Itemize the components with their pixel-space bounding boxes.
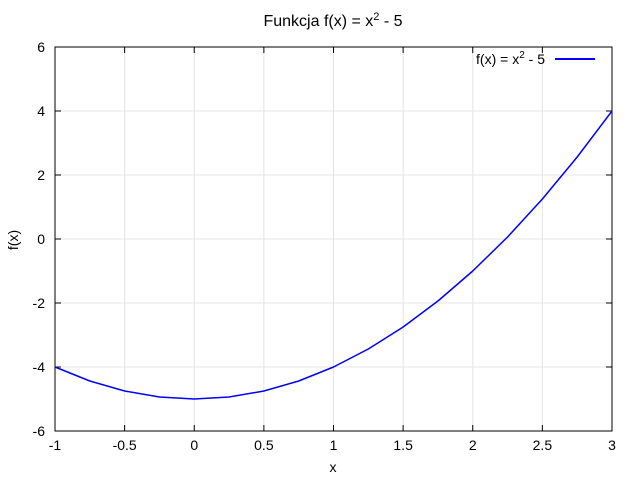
x-tick-label: -0.5	[113, 437, 137, 453]
x-tick-label: 2	[469, 437, 477, 453]
y-tick-label: 2	[37, 167, 45, 183]
plot-frame	[54, 46, 613, 432]
x-tick-label: 0.5	[254, 437, 274, 453]
x-tick-labels: -1 -0.5 0 0.5 1 1.5 2 2.5 3	[49, 437, 616, 453]
y-tick-label: -6	[33, 423, 46, 439]
y-tick-label: -2	[33, 295, 46, 311]
legend: f(x) = x2 - 5	[476, 50, 595, 67]
x-tick-label: 2.5	[533, 437, 553, 453]
x-tick-label: 3	[608, 437, 616, 453]
x-axis-label: x	[330, 459, 337, 475]
y-tick-label: 0	[37, 231, 45, 247]
x-tick-label: 1	[330, 437, 338, 453]
x-tick-label: 1.5	[393, 437, 413, 453]
y-tick-label: 6	[37, 39, 45, 55]
y-tick-labels: -6 -4 -2 0 2 4 6	[33, 39, 46, 439]
grid	[55, 47, 612, 431]
x-tick-label: -1	[49, 437, 62, 453]
series-layer	[54, 110, 613, 400]
x-tick-label: 0	[190, 437, 198, 453]
y-tick-label: -4	[33, 359, 46, 375]
chart-title: Funkcja f(x) = x2 - 5	[263, 11, 402, 30]
series-line	[54, 110, 613, 400]
y-tick-label: 4	[37, 103, 45, 119]
legend-label: f(x) = x2 - 5	[476, 50, 545, 67]
y-axis-label: f(x)	[5, 230, 21, 250]
